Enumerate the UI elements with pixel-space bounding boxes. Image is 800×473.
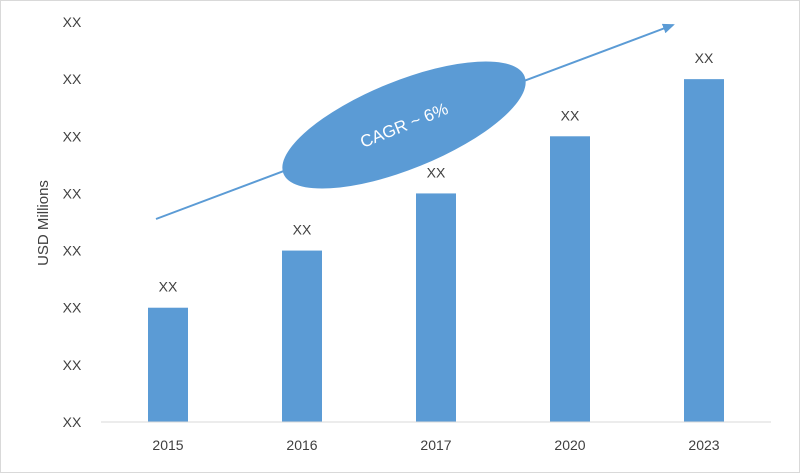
y-tick-label: XX <box>63 414 82 430</box>
x-axis-tick-labels: 2015 2016 2017 2020 2023 <box>152 437 719 453</box>
bars <box>148 79 724 423</box>
x-tick-label: 2016 <box>286 437 317 453</box>
y-tick-label: XX <box>63 357 82 373</box>
bar-data-labels: XX XX XX XX XX <box>159 50 714 295</box>
y-tick-label: XX <box>63 14 82 30</box>
y-axis-title: USD Millions <box>35 180 52 266</box>
y-tick-label: XX <box>63 128 82 144</box>
bar <box>282 250 322 422</box>
y-tick-label: XX <box>63 185 82 201</box>
cagr-ellipse <box>282 61 526 189</box>
bar-data-label: XX <box>293 222 312 238</box>
x-tick-label: 2023 <box>688 437 719 453</box>
y-tick-label: XX <box>63 243 82 259</box>
x-tick-label: 2020 <box>554 437 585 453</box>
y-axis-tick-labels: XX XX XX XX XX XX XX XX <box>63 14 82 430</box>
x-tick-label: 2015 <box>152 437 183 453</box>
bar-data-label: XX <box>561 107 580 123</box>
x-tick-label: 2017 <box>420 437 451 453</box>
bar <box>684 79 724 423</box>
bar <box>550 136 590 423</box>
y-tick-label: XX <box>63 300 82 316</box>
bar <box>416 193 456 422</box>
bar-data-label: XX <box>695 50 714 66</box>
bar-data-label: XX <box>427 164 446 180</box>
cagr-annotation: CAGR ~ 6% <box>282 61 526 189</box>
bar-data-label: XX <box>159 279 178 295</box>
bar <box>148 307 188 422</box>
y-tick-label: XX <box>63 71 82 87</box>
